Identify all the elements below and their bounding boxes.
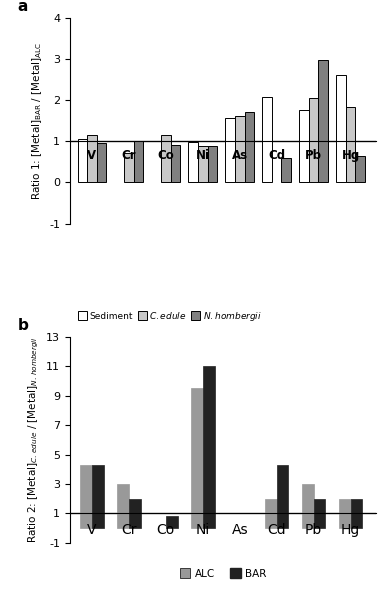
Bar — [129, 499, 141, 528]
Bar — [235, 116, 244, 182]
Bar — [346, 107, 355, 182]
Bar — [124, 153, 134, 182]
Legend: ALC, BAR: ALC, BAR — [176, 564, 270, 583]
Bar — [314, 499, 326, 528]
Bar — [189, 143, 198, 182]
Bar — [350, 499, 362, 528]
Bar — [78, 139, 87, 182]
Text: a: a — [18, 0, 28, 14]
Bar — [277, 465, 288, 528]
Bar — [80, 465, 92, 528]
Bar — [339, 499, 350, 528]
Bar — [299, 110, 309, 182]
Bar — [166, 516, 178, 528]
Bar — [117, 484, 129, 528]
Bar — [171, 145, 180, 182]
Text: b: b — [18, 318, 29, 333]
Bar — [191, 388, 203, 528]
Y-axis label: Ratio 2: [Metal]$_{\mathit{C.\,edule}}$ / [Metal]$_{\mathit{N.\,hombergii}}$: Ratio 2: [Metal]$_{\mathit{C.\,edule}}$ … — [26, 336, 41, 543]
Legend: Sediment, $\it{C. edule}$, $\it{N. hombergii}$: Sediment, $\it{C. edule}$, $\it{N. hombe… — [74, 306, 266, 326]
Bar — [225, 118, 235, 182]
Y-axis label: Ratio 1: [Metal]$_{\mathsf{BAR}}$ / [Metal]$_{\mathsf{ALC}}$: Ratio 1: [Metal]$_{\mathsf{BAR}}$ / [Met… — [30, 41, 43, 200]
Bar — [97, 143, 106, 182]
Bar — [262, 97, 272, 182]
Bar — [309, 98, 319, 182]
Bar — [302, 484, 314, 528]
Bar — [281, 158, 291, 182]
Bar — [319, 60, 328, 182]
Bar — [92, 465, 104, 528]
Bar — [244, 112, 254, 182]
Bar — [336, 76, 346, 182]
Bar — [134, 141, 143, 182]
Bar — [203, 366, 215, 528]
Bar — [208, 146, 217, 182]
Bar — [161, 135, 171, 182]
Bar — [198, 146, 208, 182]
Bar — [355, 156, 365, 182]
Bar — [87, 135, 97, 182]
Bar — [265, 499, 277, 528]
